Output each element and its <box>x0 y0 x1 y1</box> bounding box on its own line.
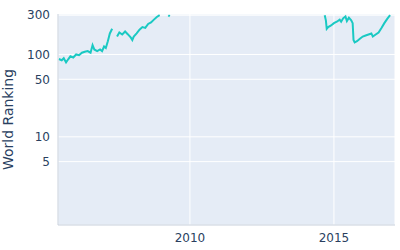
svg-text:World Ranking: World Ranking <box>8 69 16 170</box>
svg-text:5: 5 <box>42 155 50 169</box>
svg-text:50: 50 <box>35 73 50 87</box>
svg-text:2015: 2015 <box>319 231 350 245</box>
svg-text:10: 10 <box>35 130 50 144</box>
svg-text:100: 100 <box>27 48 50 62</box>
svg-text:2010: 2010 <box>175 231 206 245</box>
svg-text:300: 300 <box>27 8 50 22</box>
